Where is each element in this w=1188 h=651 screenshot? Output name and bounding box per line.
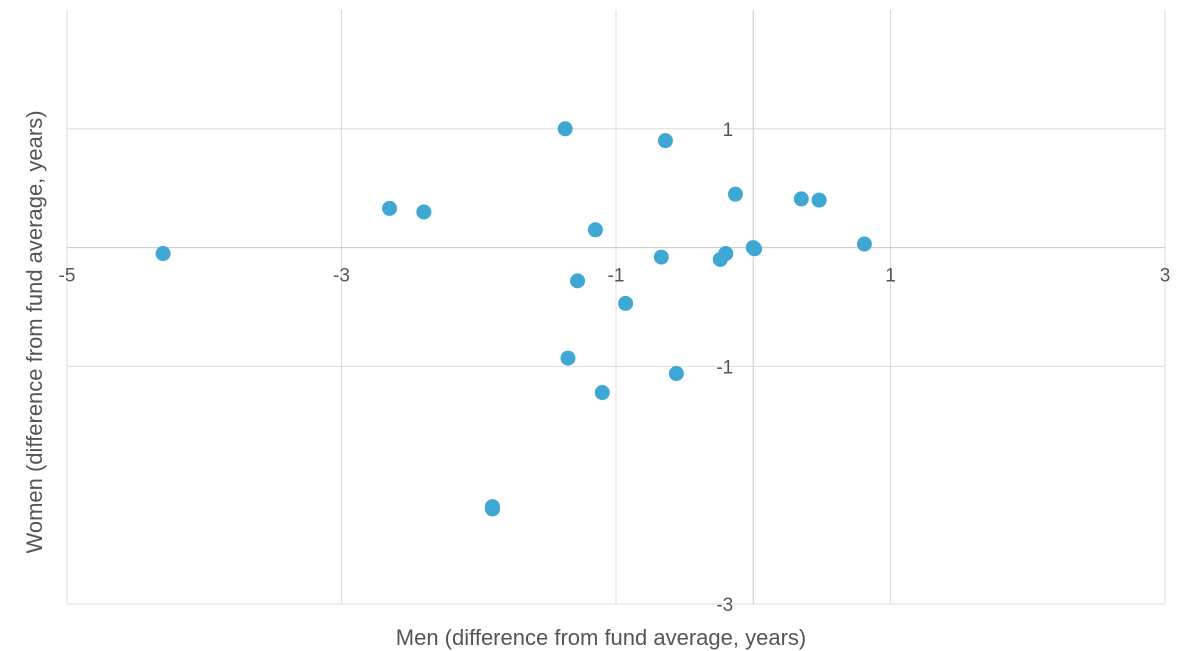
data-point	[718, 246, 734, 262]
x-tick-label: -3	[333, 266, 350, 287]
x-tick-label: -1	[608, 266, 625, 287]
data-point	[557, 121, 573, 137]
x-tick-label: 1	[885, 266, 896, 287]
data-point	[560, 350, 576, 366]
x-tick-label: -5	[59, 266, 76, 287]
data-points	[155, 121, 872, 517]
data-point	[657, 133, 673, 149]
zero-axes	[67, 10, 1165, 604]
data-point	[570, 273, 586, 289]
data-point	[747, 241, 763, 257]
data-point	[653, 249, 669, 265]
data-point	[793, 191, 809, 207]
data-point	[382, 200, 398, 216]
y-tick-labels: 1 -1 -3	[716, 120, 733, 616]
x-tick-label: 3	[1160, 266, 1171, 287]
data-point	[587, 222, 603, 238]
data-point	[484, 501, 500, 517]
x-axis-title: Men (difference from fund average, years…	[396, 625, 806, 650]
data-point	[727, 186, 743, 202]
data-point	[416, 204, 432, 220]
y-tick-label: 1	[723, 120, 734, 141]
x-tick-labels: -5 -3 -1 1 3	[59, 266, 1171, 287]
y-axis-title: Women (difference from fund average, yea…	[22, 110, 47, 553]
data-point	[594, 385, 610, 401]
data-point	[618, 295, 634, 311]
data-point	[668, 366, 684, 382]
data-point	[856, 236, 872, 252]
y-tick-label: -1	[716, 357, 733, 378]
data-point	[811, 192, 827, 208]
y-tick-label: -3	[716, 595, 733, 616]
data-point	[155, 246, 171, 262]
grid-lines	[66, 10, 1166, 605]
